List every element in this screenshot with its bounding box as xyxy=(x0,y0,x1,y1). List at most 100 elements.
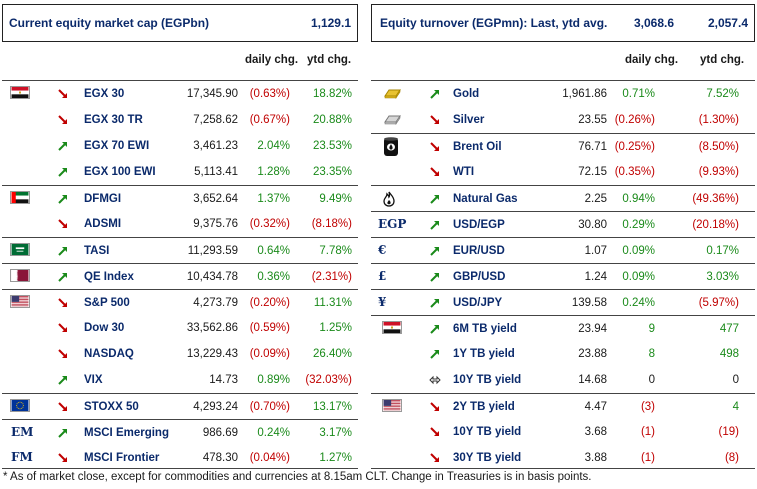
market-item-row: £ GBP/USD 1.24 0.09% 3.03% xyxy=(371,263,755,289)
equity-index-name: VIX xyxy=(84,374,103,386)
market-item-daily-change: 0.71% xyxy=(622,88,655,100)
equity-index-value: 478.30 xyxy=(202,452,238,464)
market-item-ytd-change: 0 xyxy=(732,374,739,386)
market-item-daily-change: (0.35%) xyxy=(614,166,655,178)
gold-bar-icon xyxy=(382,86,402,103)
equity-index-name: EGX 100 EWI xyxy=(84,166,156,178)
market-item-ytd-change: 498 xyxy=(719,348,739,360)
equity-index-daily-change: 0.89% xyxy=(257,374,290,386)
arrow-up-icon xyxy=(57,245,69,257)
arrow-down-icon xyxy=(429,114,441,126)
footnote: * As of market close, except for commodi… xyxy=(3,471,592,483)
market-item-daily-change: 0.94% xyxy=(622,193,655,205)
market-item-ytd-change: (8.50%) xyxy=(698,141,739,153)
equity-index-row: Dow 30 33,562.86 (0.59%) 1.25% xyxy=(2,315,358,341)
equity-index-daily-change: 0.64% xyxy=(257,245,290,257)
equity-index-row: TASI 11,293.59 0.64% 7.78% xyxy=(2,237,358,263)
qatar-flag-icon xyxy=(10,269,30,285)
equity-index-value: 3,461.23 xyxy=(193,140,238,152)
right-bottom-divider xyxy=(371,468,755,469)
arrow-down-icon xyxy=(429,166,441,178)
market-item-ytd-change: 7.52% xyxy=(706,88,739,100)
market-item-name: 2Y TB yield xyxy=(453,401,515,413)
arrow-down-icon xyxy=(57,322,69,334)
equity-index-daily-change: (0.20%) xyxy=(249,297,290,309)
equity-market-cap-header: Current equity market cap (EGPbn) 1,129.… xyxy=(2,4,358,42)
market-item-value: 4.47 xyxy=(584,401,607,413)
equity-index-name: Dow 30 xyxy=(84,322,125,334)
equity-index-daily-change: (0.04%) xyxy=(249,452,290,464)
equity-index-row: NASDAQ 13,229.43 (0.09%) 26.40% xyxy=(2,341,358,367)
equity-index-ytd-change: 18.82% xyxy=(312,88,352,100)
saudi-flag-icon xyxy=(10,243,30,259)
market-item-row: Brent Oil 76.71 (0.25%) (8.50%) xyxy=(371,133,755,159)
label-icon: ¥ xyxy=(378,295,387,309)
arrow-up-icon xyxy=(429,88,441,100)
market-item-daily-change: 0.09% xyxy=(622,271,655,283)
market-item-name: USD/EGP xyxy=(453,219,505,231)
equity-index-daily-change: 1.28% xyxy=(257,166,290,178)
arrow-flat-icon xyxy=(429,374,441,386)
equity-index-ytd-change: 7.78% xyxy=(319,245,352,257)
equity-index-daily-change: (0.09%) xyxy=(249,348,290,360)
equity-index-daily-change: (0.67%) xyxy=(249,114,290,126)
market-item-name: 30Y TB yield xyxy=(453,452,522,464)
arrow-up-icon xyxy=(57,140,69,152)
equity-index-name: EGX 30 TR xyxy=(84,114,143,126)
market-item-value: 72.15 xyxy=(578,166,607,178)
turnover-ytd-avg: 2,057.4 xyxy=(707,16,748,30)
market-item-name: 10Y TB yield xyxy=(453,374,522,386)
market-item-ytd-change: 4 xyxy=(732,401,739,413)
arrow-down-icon xyxy=(57,401,69,413)
arrow-down-icon xyxy=(57,218,69,230)
equity-index-value: 10,434.78 xyxy=(186,271,238,283)
market-item-value: 3.88 xyxy=(584,452,607,464)
market-item-row: 1Y TB yield 23.88 8 498 xyxy=(371,341,755,367)
equity-index-value: 33,562.86 xyxy=(186,322,238,334)
market-item-name: WTI xyxy=(453,166,475,178)
label-icon: EGP xyxy=(378,217,407,231)
market-item-name: USD/JPY xyxy=(453,297,503,309)
equity-index-value: 7,258.62 xyxy=(193,114,238,126)
equity-index-ytd-change: (8.18%) xyxy=(311,218,352,230)
equity-index-name: EGX 70 EWI xyxy=(84,140,150,152)
equity-index-ytd-change: 9.49% xyxy=(319,193,352,205)
market-item-row: EGP USD/EGP 30.80 0.29% (20.18%) xyxy=(371,211,755,237)
arrow-down-icon xyxy=(57,348,69,360)
equity-index-name: S&P 500 xyxy=(84,297,130,309)
market-item-row: WTI 72.15 (0.35%) (9.93%) xyxy=(371,159,755,185)
equity-index-ytd-change: 23.35% xyxy=(312,166,352,178)
label-icon: EM xyxy=(11,425,34,439)
oil-barrel-icon xyxy=(382,136,400,161)
equity-index-name: MSCI Emerging xyxy=(84,427,169,439)
egypt-flag-icon xyxy=(10,86,30,102)
equity-index-row: EGX 70 EWI 3,461.23 2.04% 23.53% xyxy=(2,133,358,159)
equity-index-name: DFMGI xyxy=(84,193,122,205)
us-flag-icon xyxy=(382,399,402,415)
market-item-row: 10Y TB yield 3.68 (1) (19) xyxy=(371,419,755,445)
equity-index-value: 4,293.24 xyxy=(193,401,238,413)
arrow-down-icon xyxy=(429,401,441,413)
label-icon: FM xyxy=(11,450,33,464)
equity-index-row: EGX 100 EWI 5,113.41 1.28% 23.35% xyxy=(2,159,358,185)
flame-icon xyxy=(382,191,396,210)
equity-index-ytd-change: 20.88% xyxy=(312,114,352,126)
market-item-value: 3.68 xyxy=(584,426,607,438)
market-item-value: 23.94 xyxy=(578,323,607,335)
market-item-daily-change: 0.29% xyxy=(622,219,655,231)
label-icon: £ xyxy=(378,269,387,283)
market-item-value: 2.25 xyxy=(584,193,607,205)
market-item-ytd-change: (1.30%) xyxy=(698,114,739,126)
market-item-row: Silver 23.55 (0.26%) (1.30%) xyxy=(371,107,755,133)
market-item-ytd-change: (9.93%) xyxy=(698,166,739,178)
equity-index-name: STOXX 50 xyxy=(84,401,139,413)
equity-index-ytd-change: 3.17% xyxy=(319,427,352,439)
equity-index-row: ADSMI 9,375.76 (0.32%) (8.18%) xyxy=(2,211,358,237)
equity-index-name: EGX 30 xyxy=(84,88,125,100)
equity-index-value: 986.69 xyxy=(202,427,238,439)
arrow-up-icon xyxy=(429,193,441,205)
equity-index-value: 14.73 xyxy=(209,374,238,386)
equity-index-ytd-change: (2.31%) xyxy=(311,271,352,283)
market-item-value: 76.71 xyxy=(578,141,607,153)
market-item-row: 2Y TB yield 4.47 (3) 4 xyxy=(371,393,755,419)
